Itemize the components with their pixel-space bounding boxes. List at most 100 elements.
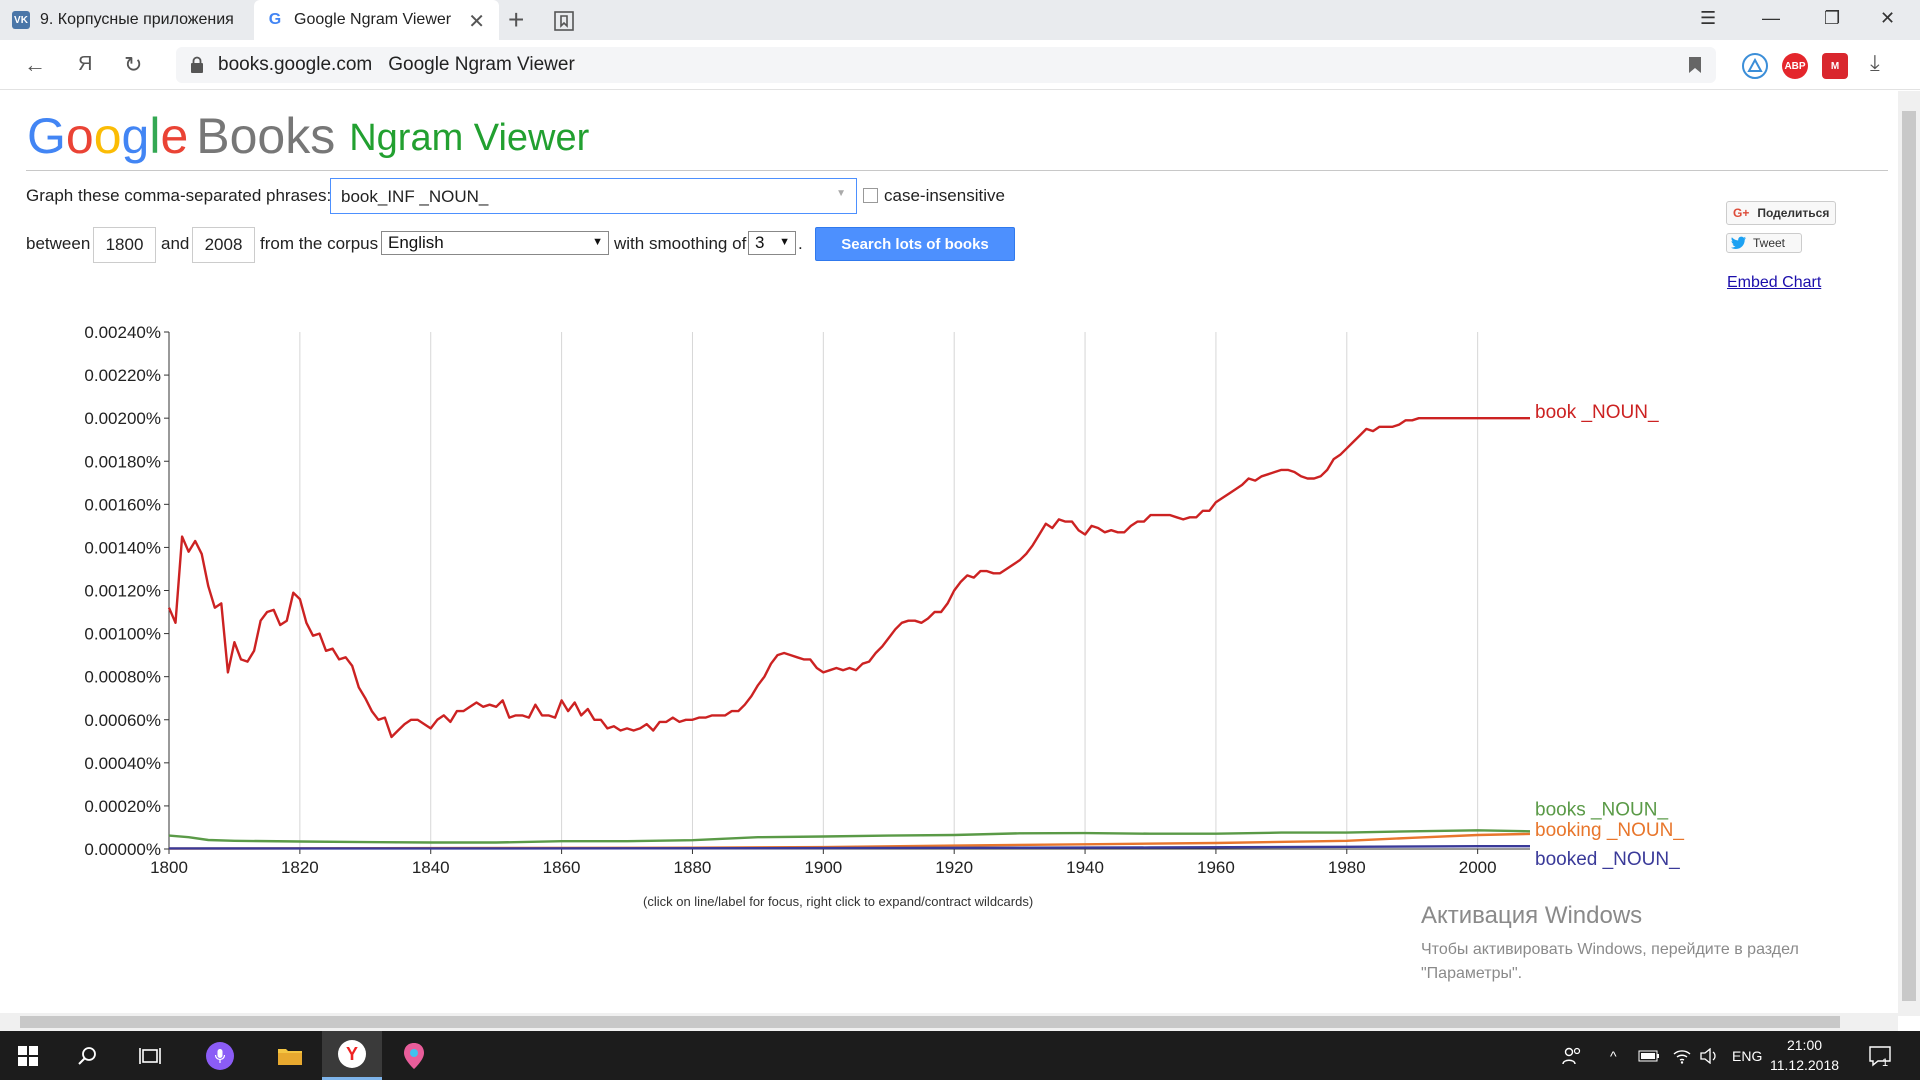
search-button[interactable]: Search lots of books [815,227,1015,261]
y-tick-label: 0.00180% [84,452,161,471]
maps-app-icon[interactable] [386,1031,442,1080]
vk-icon: VK [12,11,30,29]
google-plus-icon: G+ [1733,206,1750,220]
x-tick-label: 1840 [412,858,450,877]
series-label[interactable]: booking _NOUN_ [1535,820,1684,841]
tab-ngram[interactable]: G Google Ngram Viewer ✕ [254,0,499,40]
tab-title: Google Ngram Viewer [294,11,452,28]
corpus-select[interactable]: English ▼ [381,231,609,255]
x-tick-label: 1960 [1197,858,1235,877]
x-tick-label: 1880 [674,858,712,877]
y-tick-label: 0.00100% [84,625,161,644]
series-label[interactable]: booked _NOUN_ [1535,849,1680,870]
y-tick-label: 0.00000% [84,840,161,859]
alice-icon[interactable] [1742,53,1768,79]
windows-icon [18,1045,38,1066]
x-tick-label: 2000 [1459,858,1497,877]
y-tick-label: 0.00080% [84,668,161,687]
url-field[interactable]: books.google.com Google Ngram Viewer [176,47,1716,83]
downloads-icon[interactable]: ⤓ [1870,50,1880,75]
select-arrow-icon: ▼ [592,236,603,248]
tab-vk[interactable]: VK 9. Корпусные приложения [0,0,250,40]
back-icon[interactable]: ← [24,52,46,77]
tab-bar: VK 9. Корпусные приложения G Google Ngra… [0,0,1920,40]
case-insensitive-checkbox[interactable] [863,188,878,203]
x-tick-label: 1860 [543,858,581,877]
search-icon[interactable] [60,1031,116,1080]
task-view-icon[interactable] [122,1031,178,1080]
url-page-title: Google Ngram Viewer [388,54,575,75]
y-tick-label: 0.00200% [84,409,161,428]
chart-hint: (click on line/label for focus, right cl… [643,894,1034,909]
phrases-input[interactable]: book_INF _NOUN_ ▼ [330,178,857,214]
smoothing-select[interactable]: 3 ▼ [748,231,796,255]
start-button[interactable] [0,1031,56,1080]
logo-books: Books [196,108,336,164]
activation-line2: "Параметры". [1421,965,1523,982]
embed-chart-link[interactable]: Embed Chart [1727,274,1822,291]
series-label[interactable]: books _NOUN_ [1535,799,1668,820]
corpus-value: English [388,233,444,252]
minimize-icon[interactable]: — [1762,8,1780,28]
y-tick-label: 0.00120% [84,582,161,601]
tweet-button[interactable]: Tweet [1726,233,1802,253]
y-tick-label: 0.00060% [84,711,161,730]
ngram-chart[interactable]: 1800 1820 1840 1860 1880 1900 1920 1940 1960 1980… [0,310,1898,890]
y-tick-label: 0.00240% [84,323,161,342]
menu-icon[interactable]: ☰ [1700,8,1717,28]
y-tick-label: 0.00020% [84,797,161,816]
new-tab-icon[interactable]: + [508,4,525,35]
mega-icon[interactable]: M [1822,53,1848,79]
adblock-icon[interactable]: ABP [1782,53,1808,79]
url-domain: books.google.com [218,54,373,75]
scroll-thumb[interactable] [1902,111,1916,1001]
clock-time: 21:00 [1786,1037,1823,1053]
close-icon[interactable]: ✕ [468,11,485,33]
end-year-input[interactable]: 2008 [192,227,255,263]
between-label: between [26,234,91,253]
twitter-icon [1731,236,1746,249]
yandex-browser-icon[interactable]: Y [322,1031,382,1080]
phrases-label: Graph these comma-separated phrases: [26,186,332,205]
google-books-logo[interactable]: Google Books Ngram Viewer [27,108,590,164]
notifications-icon[interactable]: 1 [1868,1031,1892,1080]
start-year-input[interactable]: 1800 [93,227,156,263]
series-line-books[interactable] [168,829,1531,844]
chevron-up-icon[interactable]: ^ [1610,1047,1617,1064]
series-line-book[interactable] [167,417,1530,739]
y-tick-label: 0.00040% [84,754,161,773]
x-tick-label: 1800 [150,858,188,877]
bookmarks-panel-icon[interactable] [553,10,575,32]
clock-date: 11.12.2018 [1770,1057,1840,1073]
reload-icon[interactable]: ↻ [124,52,143,77]
vertical-scrollbar[interactable] [1898,91,1920,1016]
y-tick-label: 0.00160% [84,495,161,514]
people-icon[interactable] [1562,1031,1582,1080]
x-tick-label: 1980 [1328,858,1366,877]
language-indicator[interactable]: ENG [1732,1047,1763,1064]
file-explorer-icon[interactable] [262,1031,318,1080]
close-window-icon[interactable]: ✕ [1880,8,1896,28]
battery-icon[interactable] [1638,1031,1660,1080]
wifi-icon[interactable] [1672,1031,1692,1080]
dropdown-arrow-icon[interactable]: ▼ [836,188,846,199]
yandex-button[interactable]: Я [78,53,93,75]
share-button[interactable]: G+ Поделиться [1726,201,1836,225]
address-bar: ← Я ↻ books.google.com Google Ngram View… [0,40,1920,90]
clock[interactable]: 21:00 11.12.2018 [1770,1035,1839,1075]
smoothing-value: 3 [755,233,765,252]
horizontal-scrollbar[interactable] [0,1013,1898,1031]
logo-ngram-viewer: Ngram Viewer [349,117,590,159]
x-tick-label: 1920 [935,858,973,877]
series-line-booked[interactable] [169,845,1530,850]
share-label: Поделиться [1757,206,1830,220]
scroll-thumb[interactable] [20,1016,1840,1028]
bookmark-icon[interactable] [1688,56,1702,74]
smoothing-label: with smoothing of [614,234,747,253]
restore-icon[interactable]: ❐ [1824,8,1841,28]
series-label[interactable]: book _NOUN_ [1535,402,1659,423]
volume-icon[interactable] [1700,1031,1720,1080]
alice-voice-icon[interactable] [192,1031,248,1080]
windows-activation-watermark: Активация Windows Чтобы активировать Win… [1421,902,1799,986]
activation-line1: Чтобы активировать Windows, перейдите в … [1421,941,1799,958]
